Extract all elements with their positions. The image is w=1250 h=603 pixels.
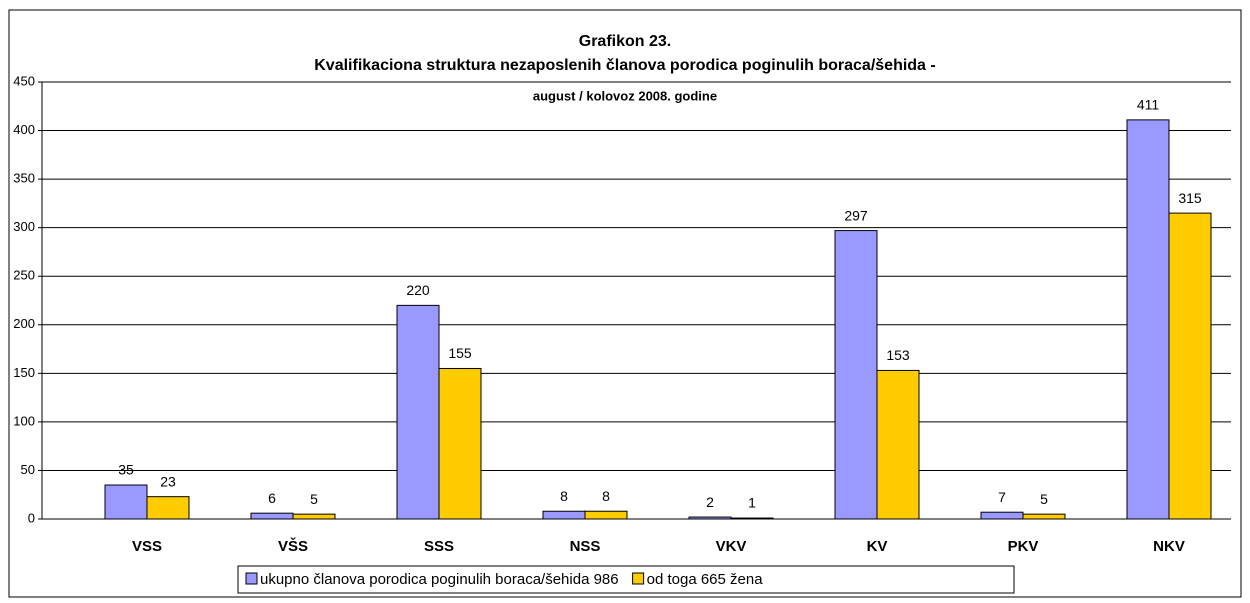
bar xyxy=(1168,212,1212,520)
y-tick-label: 450 xyxy=(13,73,35,88)
bar xyxy=(292,513,336,520)
value-label: 411 xyxy=(1137,97,1160,113)
value-label: 315 xyxy=(1178,190,1202,206)
value-label: 8 xyxy=(560,488,568,504)
legend-box xyxy=(237,565,1015,594)
chart-title: Grafikon 23. xyxy=(579,33,671,50)
bar xyxy=(396,304,440,520)
x-tick-label: VSS xyxy=(132,538,162,555)
y-tick-label: 0 xyxy=(28,510,35,525)
value-label: 297 xyxy=(844,207,868,223)
y-tick-label: 300 xyxy=(13,219,35,234)
y-tick-label: 50 xyxy=(21,462,35,477)
chart-subtitle: Kvalifikaciona struktura nezaposlenih čl… xyxy=(314,57,935,74)
value-label: 35 xyxy=(118,462,134,478)
value-label: 23 xyxy=(160,473,176,489)
y-tick-label: 200 xyxy=(13,316,35,331)
x-tick-label: KV xyxy=(867,538,888,555)
chart-frame xyxy=(8,9,1242,598)
bar xyxy=(250,512,294,520)
y-tick-label: 100 xyxy=(13,413,35,428)
value-label: 153 xyxy=(886,347,910,363)
value-label: 5 xyxy=(310,491,318,507)
bar xyxy=(104,484,148,520)
value-label: 6 xyxy=(268,490,276,506)
value-label: 8 xyxy=(602,488,610,504)
value-label: 7 xyxy=(998,489,1006,505)
bar xyxy=(1126,119,1170,520)
legend-label: ukupno članova porodica poginulih boraca… xyxy=(260,571,619,588)
x-tick-label: NKV xyxy=(1153,538,1185,555)
bar xyxy=(1022,513,1066,520)
bar xyxy=(584,510,628,520)
legend-swatch xyxy=(632,572,645,585)
bar xyxy=(834,230,878,520)
x-tick-label: VŠS xyxy=(278,537,308,555)
y-tick-label: 250 xyxy=(13,268,35,283)
y-tick-label: 150 xyxy=(13,365,35,380)
value-label: 1 xyxy=(748,495,756,511)
x-tick-label: NSS xyxy=(570,538,601,555)
legend-swatch xyxy=(245,572,258,585)
y-tick-label: 400 xyxy=(13,122,35,137)
y-tick-label: 350 xyxy=(13,171,35,186)
bar xyxy=(542,510,586,520)
bar xyxy=(146,496,190,520)
chart-note: august / kolovoz 2008. godine xyxy=(533,88,717,103)
value-label: 2 xyxy=(706,494,714,510)
bar xyxy=(980,511,1024,520)
value-label: 220 xyxy=(406,282,430,298)
legend-label: od toga 665 žena xyxy=(647,571,764,588)
x-tick-label: SSS xyxy=(424,538,454,555)
bar xyxy=(876,369,920,520)
x-tick-label: PKV xyxy=(1008,538,1039,555)
bar xyxy=(438,367,482,520)
value-label: 155 xyxy=(448,345,472,361)
x-tick-label: VKV xyxy=(716,538,747,555)
value-label: 5 xyxy=(1040,491,1048,507)
